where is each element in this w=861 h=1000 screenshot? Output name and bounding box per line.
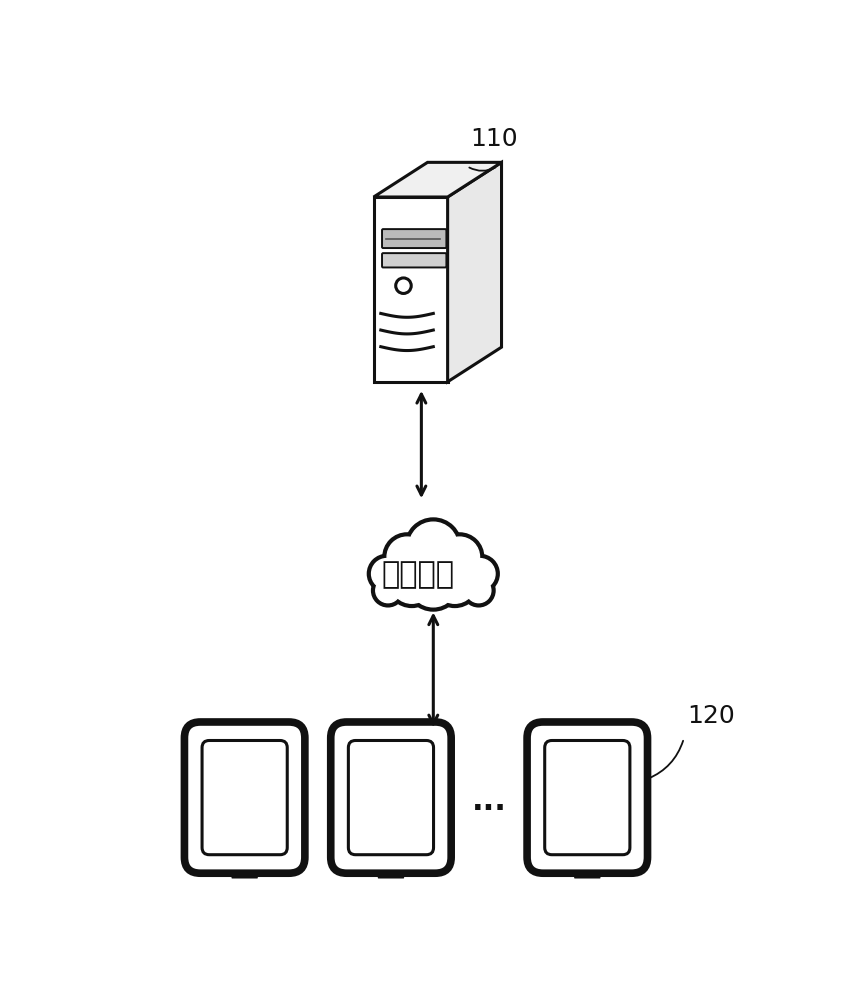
Circle shape [437, 535, 481, 579]
Circle shape [407, 558, 458, 609]
FancyBboxPatch shape [573, 872, 600, 879]
Circle shape [464, 576, 492, 605]
Text: 传输网络: 传输网络 [381, 560, 454, 589]
Circle shape [373, 576, 402, 605]
Circle shape [387, 537, 426, 577]
Text: 110: 110 [470, 127, 517, 151]
FancyBboxPatch shape [201, 740, 287, 855]
Text: ...: ... [471, 787, 506, 816]
FancyBboxPatch shape [381, 253, 446, 267]
Circle shape [371, 559, 401, 589]
FancyBboxPatch shape [348, 740, 433, 855]
FancyBboxPatch shape [184, 722, 305, 873]
Circle shape [431, 559, 478, 605]
Text: 120: 120 [686, 704, 734, 728]
Circle shape [409, 560, 456, 607]
Polygon shape [373, 197, 447, 382]
Circle shape [439, 537, 479, 577]
Circle shape [409, 522, 457, 570]
Circle shape [388, 559, 435, 605]
FancyBboxPatch shape [232, 872, 257, 879]
Circle shape [433, 561, 475, 603]
Circle shape [406, 520, 459, 573]
Circle shape [466, 578, 490, 603]
Circle shape [385, 535, 429, 579]
FancyBboxPatch shape [526, 722, 647, 873]
FancyBboxPatch shape [381, 229, 446, 248]
Circle shape [369, 556, 404, 591]
FancyBboxPatch shape [544, 740, 629, 855]
Circle shape [464, 559, 494, 589]
Polygon shape [373, 162, 501, 197]
FancyBboxPatch shape [331, 722, 450, 873]
FancyBboxPatch shape [377, 872, 404, 879]
Circle shape [390, 561, 432, 603]
Circle shape [462, 556, 497, 591]
Polygon shape [447, 162, 501, 382]
Circle shape [375, 578, 400, 603]
